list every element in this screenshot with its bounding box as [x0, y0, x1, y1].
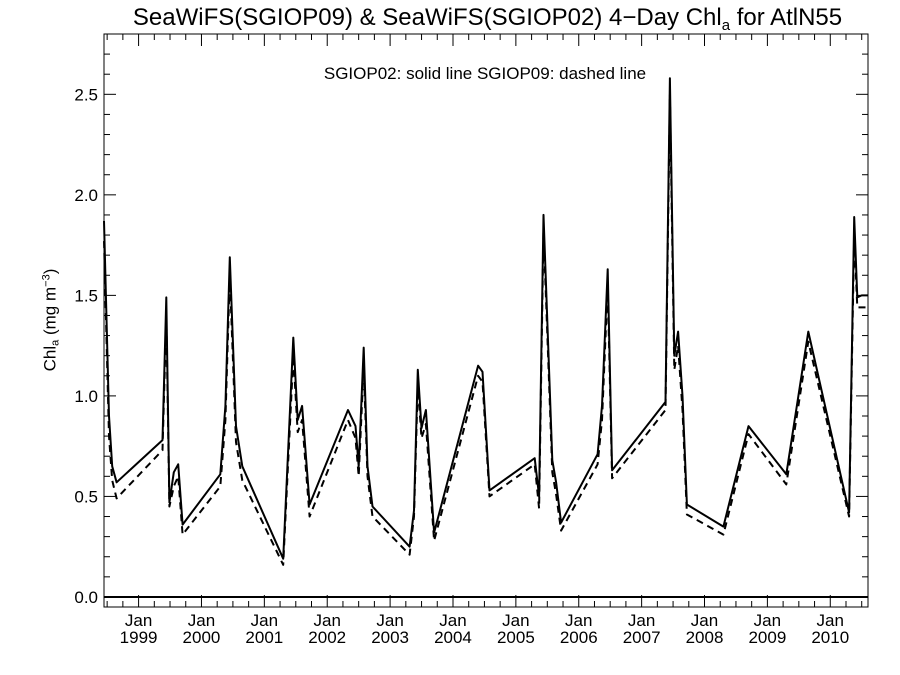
x-tick-label-year: 2004 [434, 628, 472, 647]
x-tick-label-year: 2009 [748, 628, 786, 647]
y-tick-label: 1.0 [74, 387, 98, 406]
x-tick-label-month: Jan [188, 611, 215, 630]
x-tick-label-month: Jan [817, 611, 844, 630]
y-tick-label: 2.5 [74, 85, 98, 104]
x-tick-label-year: 2007 [623, 628, 661, 647]
x-tick-label-month: Jan [502, 611, 529, 630]
x-tick-label-month: Jan [125, 611, 152, 630]
x-tick-label-year: 2005 [497, 628, 535, 647]
series-layer [103, 77, 868, 566]
x-tick-label-year: 2001 [245, 628, 283, 647]
x-axis-ticks: Jan1999Jan2000Jan2001Jan2002Jan2003Jan20… [106, 34, 863, 647]
x-tick-label-year: 2000 [183, 628, 221, 647]
x-tick-label-month: Jan [314, 611, 341, 630]
x-tick-label-year: 2008 [686, 628, 724, 647]
plot-frame [103, 33, 869, 608]
legend-text: SGIOP02: solid line SGIOP09: dashed line [324, 64, 646, 83]
y-tick-label: 2.0 [74, 186, 98, 205]
x-tick-label-year: 2003 [371, 628, 409, 647]
series-line-sgiop02 [103, 77, 868, 560]
x-tick-label-year: 1999 [120, 628, 158, 647]
x-tick-label-year: 2002 [308, 628, 346, 647]
x-tick-label-month: Jan [439, 611, 466, 630]
x-tick-label-month: Jan [376, 611, 403, 630]
x-tick-label-month: Jan [251, 611, 278, 630]
y-tick-label: 1.5 [74, 286, 98, 305]
series-line-sgiop09 [103, 93, 868, 566]
x-tick-label-month: Jan [565, 611, 592, 630]
x-tick-label-year: 2006 [560, 628, 598, 647]
x-tick-label-year: 2010 [811, 628, 849, 647]
x-tick-label-month: Jan [628, 611, 655, 630]
y-tick-label: 0.0 [74, 588, 98, 607]
x-tick-label-month: Jan [754, 611, 781, 630]
y-tick-label: 0.5 [74, 487, 98, 506]
x-tick-label-month: Jan [691, 611, 718, 630]
y-axis-ticks: 0.0 0.5 1.0 1.5 2.0 2.5 [74, 53, 868, 607]
chart-title: SeaWiFS(SGIOP09) & SeaWiFS(SGIOP02) 4−Da… [132, 4, 843, 34]
